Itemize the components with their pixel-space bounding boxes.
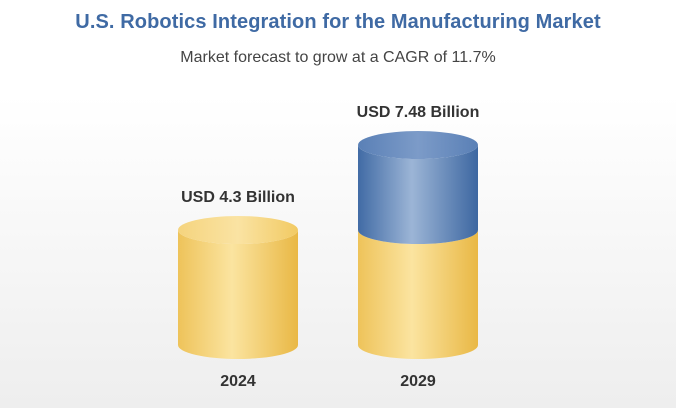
bar-2024-top [178,216,298,245]
bar-2024-base-segment [178,230,298,359]
data-label-2029: USD 7.48 Billion [357,104,480,121]
chart-title: U.S. Robotics Integration for the Manufa… [75,11,601,33]
data-label-2024: USD 4.3 Billion [181,189,295,206]
bar-2029-growth-segment [358,145,479,245]
bar-2029-base-segment [358,230,479,359]
x-tick-label-2024: 2024 [220,373,256,390]
chart-subtitle: Market forecast to grow at a CAGR of 11.… [180,49,496,66]
x-tick-label-2029: 2029 [400,373,436,390]
bar-2029-top [358,131,478,159]
